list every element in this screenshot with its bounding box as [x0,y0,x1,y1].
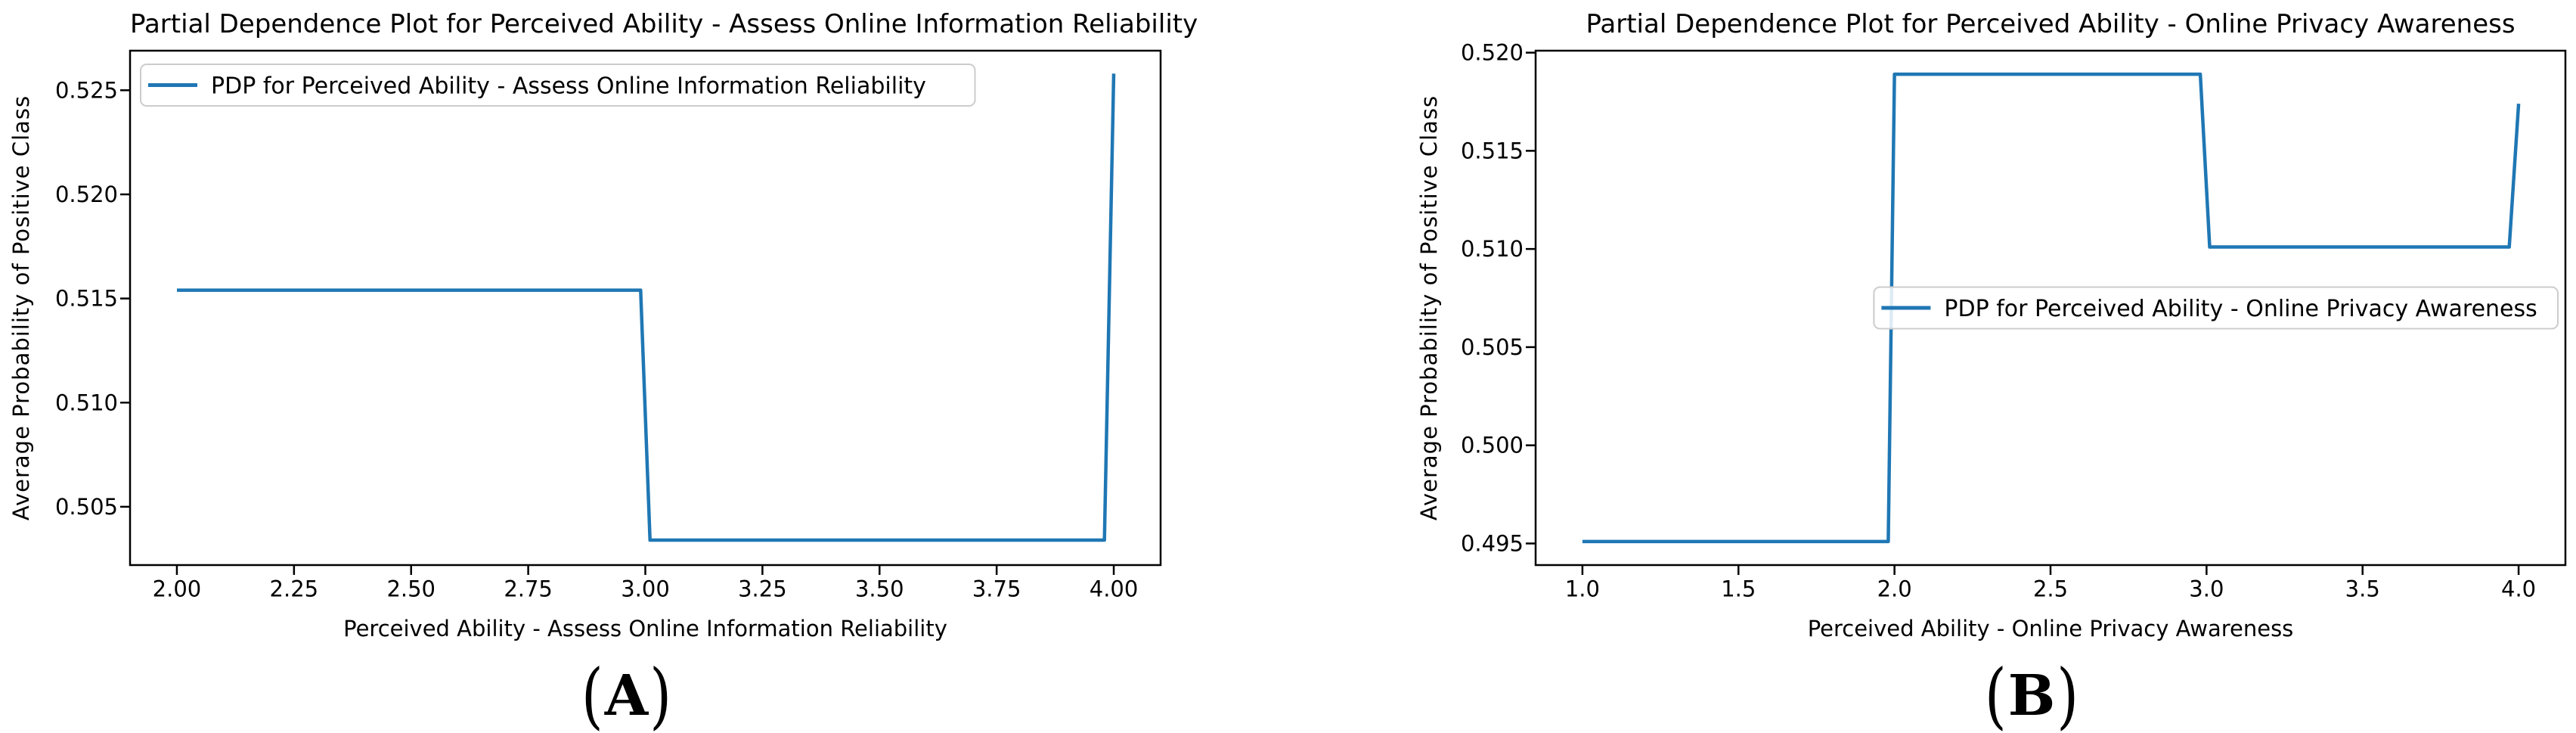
caption-a-letter: A [604,663,649,728]
plot-border [1534,49,2567,567]
chart-a-plot-area: 2.00 2.25 2.50 2.75 3.00 3.25 3.50 3.75 4.00 0.50… [55,49,1162,602]
x-tick-label: 3.75 [972,576,1021,602]
x-tick-label: 1.5 [1721,576,1756,602]
caption-b-open-paren: ( [1984,654,2007,733]
legend: PDP for Perceived Ability - Online Priva… [1873,286,2559,330]
pdp-line [177,73,1116,542]
figure-a: Partial Dependence Plot for Perceived Ab… [0,0,1255,733]
x-tick-label: 3.00 [621,576,670,602]
x-tick-label: 4.00 [1090,576,1139,602]
x-tick-label: 1.0 [1565,576,1600,602]
chart-b-plot-area: 1.0 1.5 2.0 2.5 3.0 3.5 4.0 0.495 0.500 0.505 0.51… [1461,40,2567,602]
chart-a-title: Partial Dependence Plot for Perceived Ab… [130,9,1198,39]
x-tick-label: 4.0 [2501,576,2536,602]
caption-b-letter: B [2007,663,2056,728]
y-tick-label: 0.510 [1461,236,1524,262]
y-tick-label: 0.495 [1461,530,1524,556]
legend-label: PDP for Perceived Ability - Online Priva… [1944,296,2537,322]
y-tick-label: 0.505 [1461,334,1524,360]
legend-box [1873,286,2559,330]
caption-b: (B) [1517,660,2547,732]
x-tick-label: 2.50 [386,576,436,602]
y-tick-label: 0.520 [55,182,118,207]
y-tick-label: 0.515 [55,286,118,312]
caption-a-close-paren: ) [649,654,672,733]
x-tick-label: 3.0 [2189,576,2224,602]
chart-a-x-axis-label: Perceived Ability - Assess Online Inform… [343,616,947,641]
figure-b: Partial Dependence Plot for Perceived Ab… [1285,0,2576,733]
x-tick-label: 2.5 [2033,576,2068,602]
legend-box [140,64,976,107]
y-tick-label: 0.500 [1461,433,1524,458]
x-tick-label: 3.25 [738,576,787,602]
y-tick-label: 0.515 [1461,138,1524,163]
y-tick-label: 0.510 [55,390,118,415]
chart-b-x-axis-label: Perceived Ability - Online Privacy Aware… [1807,616,2294,641]
x-tick-label: 2.0 [1877,576,1912,602]
y-tick-label: 0.505 [55,494,118,520]
plot-border [129,49,1162,567]
caption-a-open-paren: ( [581,654,603,733]
pdp-line [1582,72,2521,544]
x-tick-label: 2.75 [504,576,553,602]
caption-a: (A) [111,660,1142,732]
caption-b-close-paren: ) [2057,654,2079,733]
y-tick-label: 0.520 [1461,40,1524,66]
x-tick-label: 2.25 [270,576,319,602]
x-tick-label: 3.5 [2345,576,2380,602]
legend: PDP for Perceived Ability - Assess Onlin… [140,64,976,107]
chart-b-title: Partial Dependence Plot for Perceived Ab… [1586,9,2516,39]
x-tick-label: 2.00 [153,576,202,602]
y-tick-label: 0.525 [55,77,118,103]
x-tick-label: 3.50 [855,576,904,602]
legend-label: PDP for Perceived Ability - Assess Onlin… [211,73,926,100]
